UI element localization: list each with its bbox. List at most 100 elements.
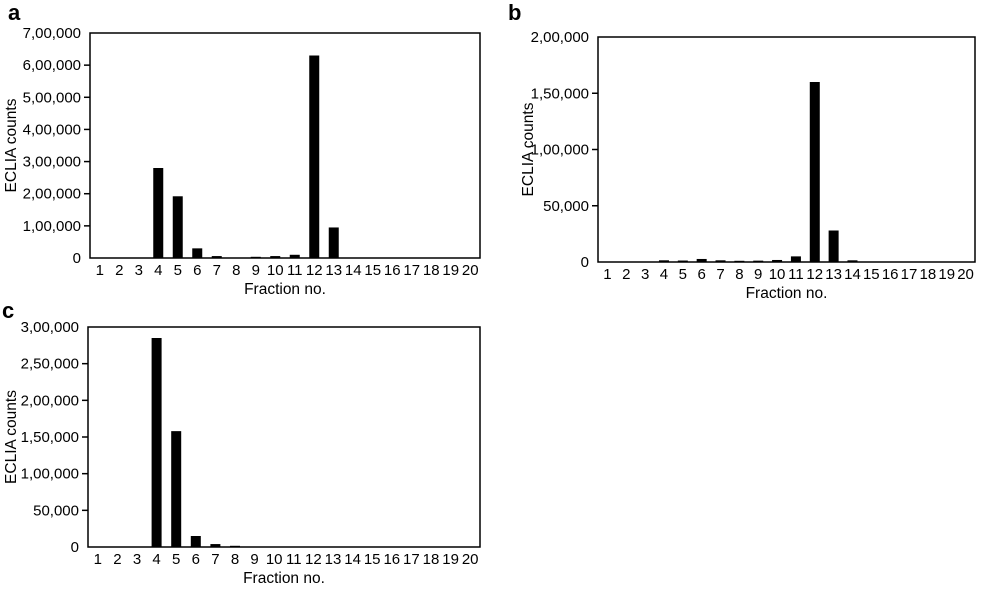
bar xyxy=(211,256,222,258)
bar xyxy=(250,256,261,258)
y-tick-label: 1,50,000 xyxy=(531,85,589,102)
y-tick-label: 0 xyxy=(581,254,589,271)
y-tick-label: 50,000 xyxy=(33,502,79,519)
x-tick-label: 2 xyxy=(113,551,121,568)
x-tick-label: 6 xyxy=(192,551,200,568)
x-tick-label: 20 xyxy=(462,551,479,568)
plot-box xyxy=(597,36,976,263)
y-tick-label: 1,00,000 xyxy=(21,466,79,483)
x-tick-label: 8 xyxy=(231,551,239,568)
y-axis-title: ECLIA counts xyxy=(3,98,20,192)
x-tick-label: 4 xyxy=(660,266,668,283)
y-tick-label: 1,00,000 xyxy=(23,218,81,235)
bar xyxy=(696,258,707,262)
bar xyxy=(289,254,300,258)
y-tick-label: 5,00,000 xyxy=(23,89,81,106)
x-tick-label: 8 xyxy=(735,266,743,283)
x-tick-label: 7 xyxy=(211,551,219,568)
bar xyxy=(270,256,281,258)
x-tick-label: 9 xyxy=(250,551,258,568)
x-tick-label: 17 xyxy=(403,262,420,279)
x-tick-label: 14 xyxy=(344,551,361,568)
panel-label-a: a xyxy=(8,0,21,25)
bar xyxy=(847,260,858,262)
x-tick-label: 20 xyxy=(957,266,974,283)
x-tick-label: 12 xyxy=(806,266,823,283)
x-tick-label: 11 xyxy=(788,266,804,283)
x-tick-label: 12 xyxy=(306,262,323,279)
bar xyxy=(192,248,203,258)
bar xyxy=(309,55,320,258)
x-tick-label: 4 xyxy=(152,551,160,568)
x-tick-label: 19 xyxy=(442,551,459,568)
x-tick-label: 5 xyxy=(679,266,687,283)
x-tick-label: 11 xyxy=(287,262,303,279)
x-axis-title: Fraction no. xyxy=(746,285,828,300)
x-axis-title: Fraction no. xyxy=(244,281,326,296)
x-tick-label: 7 xyxy=(716,266,724,283)
y-tick-label: 0 xyxy=(73,250,81,267)
x-tick-label: 1 xyxy=(94,551,102,568)
y-tick-label: 3,00,000 xyxy=(23,154,81,171)
x-tick-label: 6 xyxy=(193,262,201,279)
x-tick-label: 19 xyxy=(938,266,955,283)
bar xyxy=(790,256,801,262)
x-tick-label: 13 xyxy=(325,262,342,279)
panel-label-b: b xyxy=(508,0,522,25)
y-tick-label: 0 xyxy=(71,539,79,556)
bar xyxy=(190,536,201,547)
bar xyxy=(809,82,820,262)
y-tick-label: 1,50,000 xyxy=(21,429,79,446)
bar xyxy=(658,260,669,262)
plot-box xyxy=(89,32,481,259)
x-tick-label: 5 xyxy=(174,262,182,279)
x-tick-label: 7 xyxy=(213,262,221,279)
bar xyxy=(772,259,783,262)
y-tick-label: 2,00,000 xyxy=(21,392,79,409)
y-tick-label: 6,00,000 xyxy=(23,57,81,74)
y-axis-title: ECLIA counts xyxy=(3,390,20,484)
x-tick-label: 2 xyxy=(622,266,630,283)
x-tick-label: 10 xyxy=(267,262,284,279)
bar xyxy=(753,260,764,262)
x-tick-label: 19 xyxy=(442,262,459,279)
bar xyxy=(210,544,221,547)
y-tick-label: 7,00,000 xyxy=(23,25,81,42)
x-tick-label: 11 xyxy=(286,551,302,568)
x-tick-label: 5 xyxy=(172,551,180,568)
bar xyxy=(151,338,162,547)
x-tick-label: 6 xyxy=(698,266,706,283)
x-tick-label: 16 xyxy=(384,262,401,279)
x-tick-label: 4 xyxy=(154,262,162,279)
bar-chart-c: 0 50,000 1,00,000 1,50,000 2,00,000 2,50,000 3… xyxy=(3,319,481,587)
x-tick-label: 12 xyxy=(305,551,322,568)
x-tick-label: 10 xyxy=(769,266,786,283)
x-tick-label: 10 xyxy=(266,551,283,568)
x-tick-label: 16 xyxy=(383,551,400,568)
y-axis-title: ECLIA counts xyxy=(520,102,537,196)
y-tick-label: 4,00,000 xyxy=(23,121,81,138)
x-tick-label: 1 xyxy=(603,266,611,283)
x-tick-label: 13 xyxy=(825,266,842,283)
bar xyxy=(734,260,745,262)
x-tick-label: 17 xyxy=(403,551,420,568)
bar xyxy=(171,431,182,547)
x-tick-label: 20 xyxy=(462,262,479,279)
x-tick-label: 15 xyxy=(863,266,880,283)
panel-label-c: c xyxy=(2,298,15,323)
x-tick-label: 3 xyxy=(135,262,143,279)
bar xyxy=(677,260,688,262)
y-tick-label: 2,00,000 xyxy=(23,186,81,203)
panel-c: c 0 50,000 1,00,000 1,50,000 2,00,000 2,50,00… xyxy=(0,296,497,589)
x-tick-label: 14 xyxy=(345,262,362,279)
x-tick-label: 8 xyxy=(232,262,240,279)
x-tick-label: 14 xyxy=(844,266,861,283)
bar xyxy=(172,196,183,258)
bar-chart-a: 0 1,00,000 2,00,000 3,00,000 4,00,000 5,00,00… xyxy=(3,25,481,296)
x-tick-label: 3 xyxy=(133,551,141,568)
x-tick-label: 16 xyxy=(882,266,899,283)
x-tick-label: 9 xyxy=(754,266,762,283)
bar xyxy=(230,545,240,547)
